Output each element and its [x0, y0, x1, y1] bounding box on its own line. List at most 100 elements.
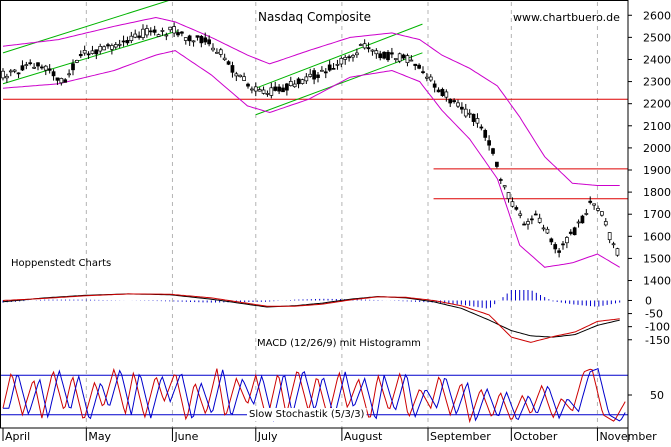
candle-body	[533, 213, 538, 216]
candle-body	[467, 112, 472, 115]
candle-body	[43, 65, 48, 71]
candle-body	[257, 89, 262, 92]
candle-body	[51, 71, 56, 77]
candle-body	[117, 43, 122, 46]
candle-body	[211, 47, 215, 51]
candle-body	[8, 70, 13, 73]
candle-body	[172, 26, 176, 34]
candle-body	[273, 86, 278, 91]
candle-body	[456, 102, 460, 107]
candle-body	[452, 100, 456, 103]
macd-tick-label: -150	[645, 334, 670, 347]
candle-body	[483, 130, 488, 138]
candle-body	[36, 62, 40, 67]
candle-body	[351, 55, 355, 58]
stoch-title: Slow Stochastik (5/3/3)	[249, 409, 365, 420]
candle-body	[82, 50, 87, 54]
candle-body	[600, 211, 604, 216]
watermark-label: www.chartbuero.de	[513, 11, 620, 24]
candle-body	[386, 51, 390, 61]
candle-body	[448, 98, 453, 104]
candle-body	[580, 215, 585, 224]
candle-body	[203, 37, 208, 43]
candle-body	[592, 203, 596, 206]
month-label: October	[513, 430, 557, 442]
candle-body	[378, 53, 383, 59]
candle-body	[47, 68, 52, 71]
candle-body	[187, 35, 192, 42]
candle-body	[444, 91, 449, 98]
candle-body	[401, 54, 406, 59]
candle-body	[304, 76, 309, 82]
candle-body	[125, 40, 130, 44]
candle-body	[343, 57, 348, 60]
candle-body	[90, 50, 95, 54]
candle-body	[288, 81, 293, 87]
price-chart-title: Nasdaq Composite	[258, 10, 371, 24]
candle-body	[292, 83, 297, 88]
price-tick-label: 1600	[643, 230, 671, 243]
candle-body	[615, 248, 620, 256]
candle-body	[475, 118, 480, 124]
candle-body	[355, 52, 359, 56]
candle-body	[160, 30, 165, 32]
candle-body	[506, 192, 511, 199]
candle-body	[518, 213, 523, 216]
candle-body	[479, 126, 484, 129]
candle-body	[576, 221, 581, 224]
candle-body	[75, 60, 79, 63]
candle-body	[417, 64, 421, 69]
candle-body	[320, 69, 324, 72]
month-label: September	[430, 430, 491, 442]
candle-body	[129, 35, 134, 41]
candle-body	[588, 200, 593, 203]
price-tick-label: 1700	[643, 208, 671, 221]
candle-body	[568, 231, 573, 234]
month-label: June	[173, 430, 198, 442]
candle-body	[250, 88, 254, 91]
candle-body	[195, 35, 200, 38]
candle-body	[246, 83, 250, 87]
candle-body	[145, 28, 149, 36]
candle-body	[572, 227, 577, 236]
candle-body	[607, 232, 612, 241]
price-tick-label: 2500	[643, 31, 671, 44]
macd-signal-line	[2, 293, 620, 343]
candle-body	[98, 46, 103, 52]
candle-body	[12, 69, 17, 72]
candle-body	[78, 54, 83, 57]
candle-body	[603, 221, 608, 226]
month-label: July	[257, 430, 278, 442]
candle-body	[405, 55, 410, 63]
candle-body	[148, 30, 153, 33]
candle-body	[339, 58, 344, 65]
bollinger-upper-band	[2, 16, 620, 186]
candle-body	[207, 39, 211, 45]
candle-body	[106, 44, 110, 47]
candle-body	[331, 68, 336, 70]
candle-body	[358, 44, 363, 46]
trend-channel-line	[2, 0, 172, 54]
candle-body	[226, 61, 231, 65]
candle-body	[1, 70, 5, 79]
price-tick-label: 1900	[643, 164, 671, 177]
candle-body	[24, 64, 29, 66]
candle-body	[323, 71, 328, 74]
candle-body	[86, 53, 91, 56]
price-tick-label: 1500	[643, 252, 671, 265]
candle-body	[277, 86, 281, 92]
candle-body	[176, 32, 180, 36]
candle-body	[425, 76, 429, 79]
candle-body	[390, 52, 394, 55]
candle-body	[561, 243, 565, 246]
macd-title: MACD (12/26/9) mit Histogramm	[257, 338, 421, 349]
candle-body	[611, 243, 616, 246]
price-tick-label: 2300	[643, 76, 671, 89]
price-tick-label: 1400	[643, 275, 671, 288]
candle-body	[312, 70, 316, 80]
candle-body	[487, 140, 491, 146]
candle-body	[253, 86, 258, 92]
candle-body	[230, 65, 235, 73]
